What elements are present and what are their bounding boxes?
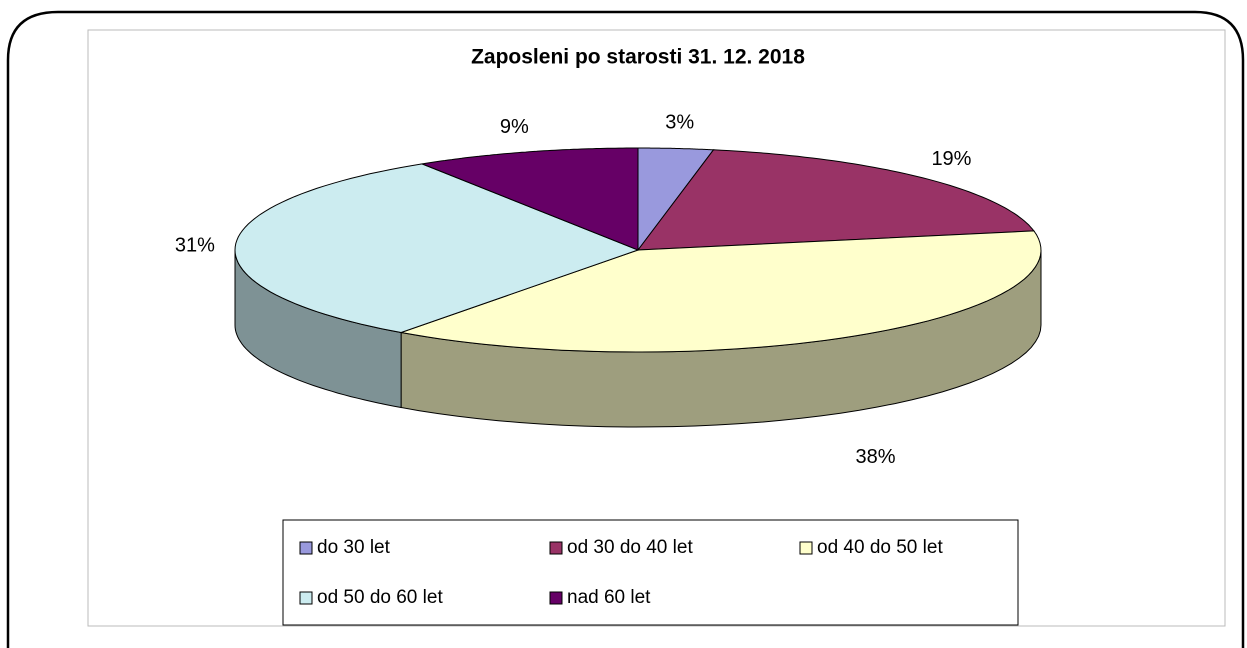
data-label: 38% <box>856 446 896 468</box>
legend-swatch <box>549 541 563 555</box>
legend-label: do 30 let <box>317 537 391 558</box>
slice <box>636 149 1035 251</box>
data-label: 19% <box>931 148 971 170</box>
data-label: 3% <box>665 111 694 133</box>
legend-label: od 30 do 40 let <box>567 537 693 558</box>
chart-area <box>87 29 1226 627</box>
data-label: 31% <box>175 234 215 256</box>
legend-label: nad 60 let <box>567 587 651 608</box>
data-label: 9% <box>500 116 529 138</box>
chart-title: Zaposleni po starosti 31. 12. 2018 <box>471 46 805 69</box>
slice <box>399 230 1042 353</box>
legend-swatch <box>299 591 313 605</box>
legend-swatch <box>299 541 313 555</box>
legend-box <box>282 519 1019 626</box>
legend-swatch <box>799 541 813 555</box>
legend-label: od 50 do 60 let <box>317 587 443 608</box>
slice <box>234 163 640 334</box>
slice <box>420 147 639 251</box>
legend-swatch <box>549 591 563 605</box>
legend-label: od 40 do 50 let <box>817 537 943 558</box>
